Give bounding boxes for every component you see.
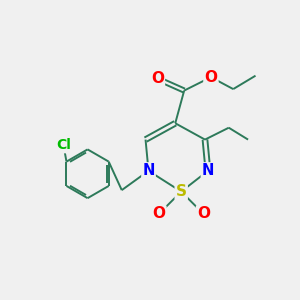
- Text: Cl: Cl: [56, 138, 71, 152]
- Text: O: O: [204, 70, 218, 85]
- Text: O: O: [151, 71, 164, 86]
- Text: O: O: [152, 206, 165, 221]
- Text: S: S: [176, 184, 187, 199]
- Text: O: O: [197, 206, 210, 221]
- Text: N: N: [202, 163, 214, 178]
- Text: N: N: [142, 163, 155, 178]
